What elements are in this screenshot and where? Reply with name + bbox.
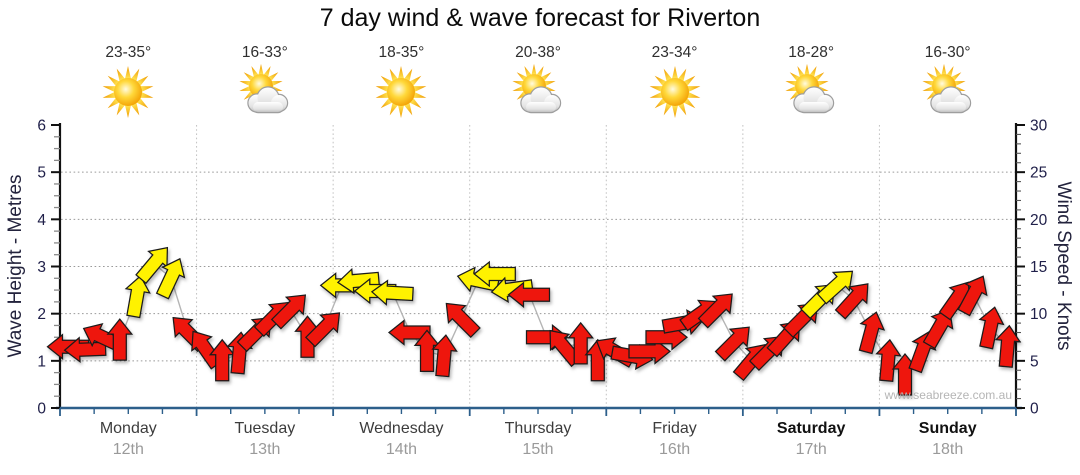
day-date-label: 12th <box>112 441 144 458</box>
wind-arrow <box>270 294 307 330</box>
watermark: www.seabreeze.com.au <box>884 388 1012 402</box>
weather-icon-partly-cloudy <box>236 63 294 125</box>
temp-range-label: 20-38° <box>515 44 561 61</box>
day-date-label: 14th <box>385 441 417 458</box>
gridlines <box>61 171 1015 362</box>
sun-icon <box>376 66 427 118</box>
wind-arrow <box>445 302 481 339</box>
wind-arrow <box>124 275 151 319</box>
right-axis-tick-label: 0 <box>1030 400 1039 417</box>
sun-cloud-icon <box>239 63 289 114</box>
left-axis-tick-label: 0 <box>37 400 46 417</box>
left-axis-tick-label: 3 <box>37 259 46 276</box>
x-axis-ticks <box>59 408 1017 416</box>
day-date-label: 15th <box>522 441 554 458</box>
right-axis-ticks: 0 5 10 15 20 25 30 <box>1016 117 1048 417</box>
day-date-label: 16th <box>658 441 691 458</box>
weather-icon-sunny <box>99 64 157 125</box>
day-name-label: Thursday <box>504 420 572 437</box>
sun-cloud-icon <box>922 63 971 114</box>
right-axis-tick-label: 20 <box>1030 212 1048 229</box>
wind-arrow <box>922 308 954 350</box>
wind-arrow <box>816 270 854 305</box>
day-date-label: 13th <box>249 441 281 458</box>
day-date-label: 17th <box>795 441 827 458</box>
cloud-icon <box>930 86 971 114</box>
cloud-icon <box>520 86 562 114</box>
left-axis-tick-label: 5 <box>37 165 46 182</box>
right-axis-tick-label: 15 <box>1030 259 1047 276</box>
left-axis-tick-label: 1 <box>37 353 46 370</box>
left-axis-tick-label: 4 <box>37 212 46 229</box>
wind-arrow <box>63 336 107 363</box>
temp-range-label: 16-33° <box>241 44 288 61</box>
temp-range-label: 18-28° <box>788 44 835 61</box>
temp-range-label: 16-30° <box>924 44 971 61</box>
wind-arrow <box>994 324 1022 368</box>
wind-arrow <box>834 283 869 320</box>
weather-icon-partly-cloudy <box>782 63 840 125</box>
wind-arrow <box>507 281 551 309</box>
day-name-label: Friday <box>652 420 697 437</box>
cloud-icon <box>793 86 835 114</box>
wind-arrow <box>431 334 458 378</box>
day-date-label: 18th <box>932 441 964 458</box>
right-axis-tick-label: 5 <box>1030 353 1039 370</box>
sun-cloud-icon <box>785 63 835 114</box>
temp-range-label: 23-35° <box>105 44 152 61</box>
weather-icon-partly-cloudy <box>919 63 977 125</box>
wind-arrow <box>336 267 380 295</box>
wind-arrow <box>858 311 886 355</box>
left-axis-ticks: 0 1 2 3 4 5 6 <box>37 117 60 417</box>
wind-arrow <box>697 293 733 329</box>
day-name-label: Monday <box>99 420 157 437</box>
day-name-label: Tuesday <box>234 420 296 437</box>
right-axis-tick-label: 25 <box>1030 165 1047 182</box>
wind-arrow <box>957 275 988 317</box>
cloud-icon <box>247 86 289 114</box>
temp-range-label: 18-35° <box>378 44 425 61</box>
left-axis-tick-label: 2 <box>37 306 46 323</box>
right-axis-tick-label: 10 <box>1030 306 1048 323</box>
weather-icon-partly-cloudy <box>509 63 567 125</box>
day-dividers <box>196 125 880 407</box>
wind-arrow <box>106 318 134 361</box>
wind-arrow <box>714 326 750 362</box>
weather-icon-sunny <box>372 64 430 125</box>
right-axis-tick-label: 30 <box>1030 117 1048 134</box>
sun-icon <box>649 66 700 118</box>
left-axis-tick-label: 6 <box>37 117 46 134</box>
day-name-label: Sunday <box>918 420 977 437</box>
wind-arrow <box>370 279 414 306</box>
weather-icon-sunny <box>646 64 704 125</box>
wind-arrow <box>155 257 186 300</box>
wind-arrow <box>875 338 902 382</box>
wind-arrows <box>46 246 1022 396</box>
sun-icon <box>102 66 154 118</box>
sun-cloud-icon <box>512 63 562 114</box>
wind-arrow <box>304 312 341 348</box>
temp-range-label: 23-34° <box>651 44 698 61</box>
wind-arrow <box>978 306 1005 350</box>
chart-title: 7 day wind & wave forecast for Riverton <box>319 4 761 32</box>
day-name-label: Wednesday <box>359 420 444 437</box>
day-name-label: Saturday <box>776 420 846 437</box>
